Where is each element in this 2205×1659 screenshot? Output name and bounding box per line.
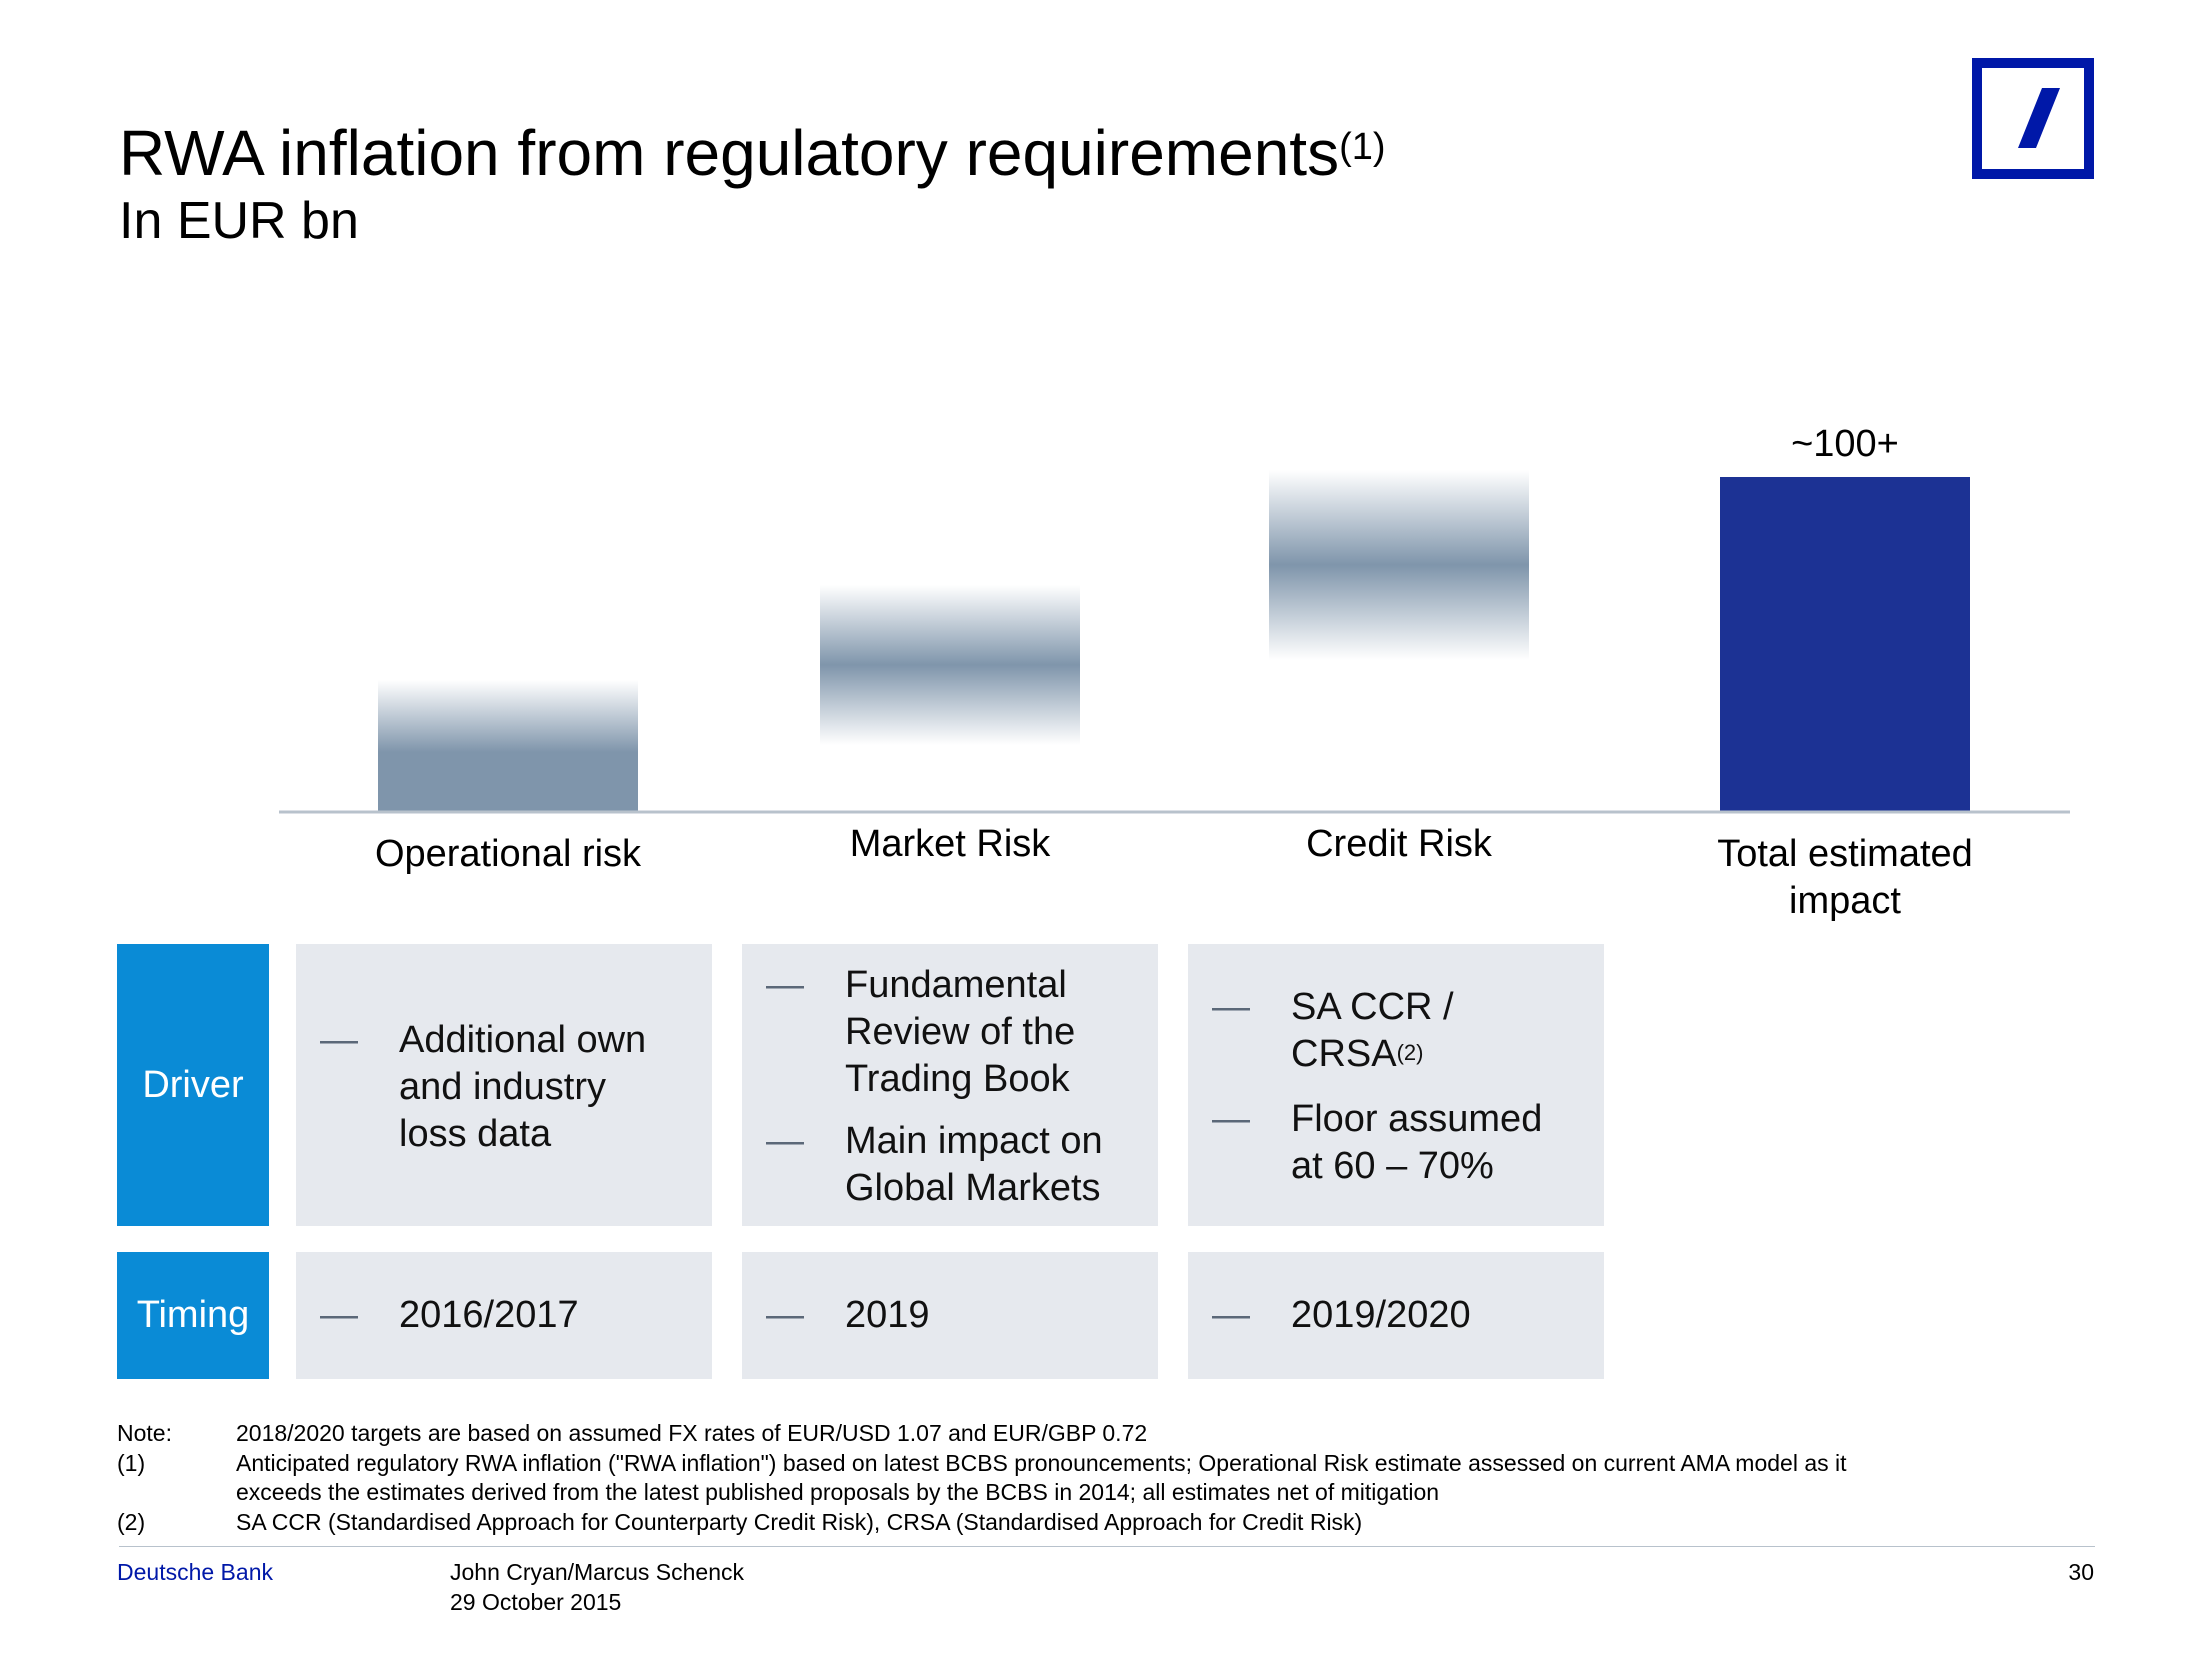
footer-authors: John Cryan/Marcus Schenck (450, 1559, 745, 1585)
note-label: Note: (117, 1420, 172, 1446)
footnote-1-text-line1: Anticipated regulatory RWA inflation ("R… (236, 1450, 1847, 1476)
footnote-2-label: (2) (117, 1509, 146, 1535)
timing-cell-operational-risk: — 2016/2017 (296, 1252, 712, 1379)
timing-row-header: Timing (117, 1252, 269, 1379)
footer-date: 29 October 2015 (450, 1589, 622, 1615)
page-subtitle: In EUR bn (119, 192, 359, 250)
page-title: RWA inflation from regulatory requiremen… (119, 117, 1386, 189)
note-text: 2018/2020 targets are based on assumed F… (236, 1420, 1148, 1446)
category-label-credit-risk: Credit Risk (1306, 823, 1492, 865)
timing-cell-credit-risk: — 2019/2020 (1188, 1252, 1604, 1379)
driver-cell-operational-risk: — Additional own and industry loss data (296, 944, 712, 1226)
driver-row-header: Driver (117, 944, 269, 1226)
category-label-total-estimated-impact: Total estimated impact (1717, 833, 1973, 922)
category-label-operational-risk: Operational risk (374, 833, 642, 875)
bar-total-estimated-impact (1720, 477, 1970, 811)
title-footnote-marker: (1) (1339, 126, 1386, 168)
footnote-1-label: (1) (117, 1450, 146, 1476)
page-number: 30 (2068, 1559, 2094, 1585)
footnote-2-text: SA CCR (Standardised Approach for Counte… (236, 1509, 1363, 1535)
category-label-market-risk: Market Risk (849, 823, 1051, 865)
bar-market-risk (820, 585, 1080, 745)
driver-cell-market-risk: — Fundamental Review of the Trading Book… (742, 944, 1158, 1226)
total-value-label: ~100+ (1791, 423, 1899, 465)
footer-brand: Deutsche Bank (117, 1559, 273, 1585)
bar-credit-risk (1269, 470, 1529, 660)
driver-cell-credit-risk: — SA CCR / CRSA(2) — Floor assumed at 60… (1188, 944, 1604, 1226)
deutsche-bank-logo-icon (1972, 58, 2094, 179)
footer-divider (119, 1546, 2095, 1547)
timing-cell-market-risk: — 2019 (742, 1252, 1158, 1379)
footnote-1-text-line2: exceeds the estimates derived from the l… (236, 1479, 1440, 1505)
bar-operational-risk (378, 680, 638, 811)
